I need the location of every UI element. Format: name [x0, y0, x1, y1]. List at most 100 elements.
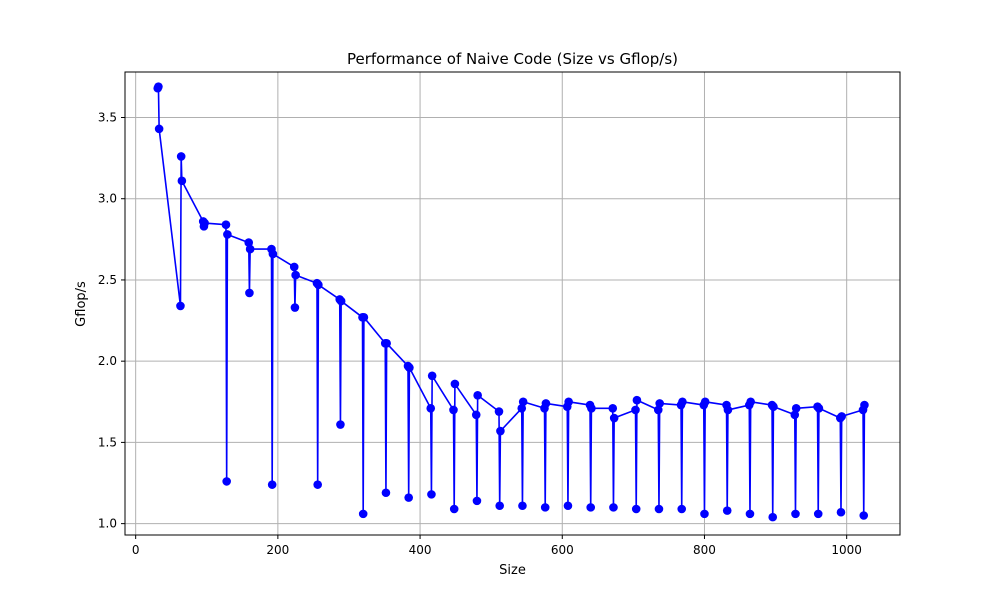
x-tick-label: 0: [132, 543, 140, 557]
data-point: [769, 402, 778, 411]
data-point: [427, 490, 436, 499]
data-point: [836, 507, 846, 517]
y-tick-label: 3.0: [98, 192, 117, 206]
data-point: [154, 82, 163, 91]
data-point: [722, 506, 732, 515]
data-point: [700, 397, 710, 407]
plot-frame: [124, 71, 901, 536]
data-point: [358, 509, 368, 519]
data-point: [472, 496, 482, 506]
series-line: [156, 85, 866, 518]
data-point: [222, 477, 231, 486]
data-point: [541, 399, 551, 408]
data-point: [154, 124, 164, 134]
data-point: [518, 397, 528, 407]
y-tick-label: 3.5: [98, 110, 117, 124]
data-point: [540, 503, 550, 512]
data-point: [200, 218, 209, 228]
data-point: [745, 509, 755, 519]
data-point: [653, 405, 663, 415]
data-point: [336, 296, 346, 306]
data-point: [471, 410, 481, 420]
data-point: [609, 503, 618, 512]
y-axis-label: Gflop/s: [74, 281, 89, 327]
data-point: [404, 493, 413, 502]
y-tick-label: 1.5: [98, 435, 117, 449]
data-point: [677, 504, 687, 514]
grid: [125, 72, 900, 535]
chart-title: Performance of Naive Code (Size vs Gflop…: [347, 50, 678, 68]
data-point: [631, 504, 641, 514]
data-point: [632, 395, 642, 405]
data-point: [176, 152, 186, 161]
data-point: [768, 512, 778, 522]
data-point: [426, 403, 436, 413]
data-point: [314, 280, 323, 290]
data-point: [221, 220, 231, 230]
x-axis-ticks: 0 200 400 600 800 1000: [132, 535, 862, 557]
data-point: [268, 249, 278, 259]
y-tick-label: 2.0: [98, 354, 117, 368]
data-point: [860, 400, 869, 410]
y-axis-ticks: 1.0 1.5 2.0 2.5 3.0 3.5: [98, 110, 125, 531]
data-point: [700, 509, 709, 519]
data-point: [790, 410, 800, 420]
x-tick-label: 600: [551, 543, 574, 557]
data-point: [654, 504, 664, 514]
data-point: [791, 403, 801, 413]
data-point: [496, 426, 505, 436]
x-axis-label: Size: [499, 563, 526, 578]
data-point: [746, 397, 755, 407]
data-point: [564, 397, 573, 407]
data-point: [587, 403, 596, 413]
data-point: [313, 480, 322, 489]
data-point: [494, 407, 504, 416]
data-point: [450, 379, 460, 389]
data-point: [813, 509, 823, 519]
data-point: [563, 501, 573, 511]
data-point: [814, 403, 824, 413]
data-point: [449, 504, 459, 514]
data-point: [359, 313, 369, 322]
data-point: [291, 270, 300, 280]
data-point: [449, 405, 458, 415]
marker-group: [153, 82, 869, 522]
data-point: [176, 301, 185, 311]
data-point: [678, 397, 687, 407]
data-point: [382, 339, 391, 348]
data-point: [244, 238, 254, 247]
data-point: [631, 405, 640, 415]
data-point: [837, 412, 846, 421]
data-point: [427, 371, 437, 381]
data-point: [381, 488, 391, 498]
data-point: [517, 403, 527, 413]
data-point: [289, 262, 299, 272]
x-tick-label: 200: [266, 543, 289, 557]
data-point: [290, 303, 300, 312]
data-point: [608, 403, 618, 413]
data-point: [495, 501, 505, 511]
data-point: [655, 399, 664, 408]
y-tick-label: 2.5: [98, 273, 117, 287]
data-point: [245, 244, 255, 254]
data-point: [177, 176, 187, 186]
data-point: [609, 413, 619, 423]
y-tick-label: 1.0: [98, 517, 117, 531]
data-point: [586, 503, 596, 512]
series-line-group: [156, 85, 866, 518]
data-point: [473, 390, 482, 400]
x-tick-label: 400: [409, 543, 432, 557]
data-point: [518, 501, 527, 511]
data-point: [859, 511, 869, 520]
data-point: [267, 480, 277, 489]
x-tick-label: 1000: [831, 543, 862, 557]
data-point: [405, 363, 414, 372]
x-tick-label: 800: [693, 543, 716, 557]
data-point: [223, 230, 232, 239]
data-point: [723, 405, 733, 415]
data-point: [245, 288, 254, 298]
data-point: [336, 420, 345, 429]
data-point: [791, 509, 800, 519]
